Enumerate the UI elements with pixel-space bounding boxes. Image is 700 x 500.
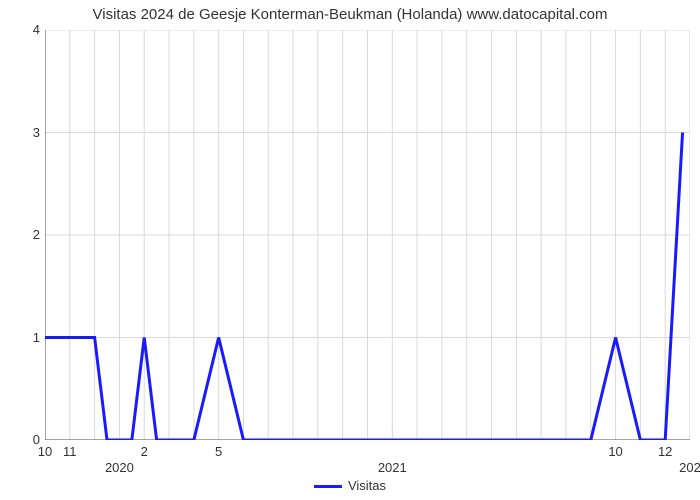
plot-svg xyxy=(45,30,690,440)
x-tick-label-year: 2020 xyxy=(94,460,144,475)
x-tick-label-month: 2 xyxy=(129,444,159,459)
x-tick-label-month: 12 xyxy=(650,444,680,459)
x-tick-label-month: 11 xyxy=(55,444,85,459)
y-tick-label: 1 xyxy=(25,330,40,345)
y-tick-label: 4 xyxy=(25,22,40,37)
y-tick-label: 3 xyxy=(25,125,40,140)
series-line xyxy=(45,133,683,441)
chart-title: Visitas 2024 de Geesje Konterman-Beukman… xyxy=(0,6,700,23)
x-tick-label-month: 10 xyxy=(601,444,631,459)
y-tick-label: 2 xyxy=(25,227,40,242)
x-tick-label-year: 202 xyxy=(665,460,700,475)
legend-line-icon xyxy=(314,485,342,488)
plot-area xyxy=(45,30,690,440)
x-tick-label-year: 2021 xyxy=(367,460,417,475)
legend-label: Visitas xyxy=(348,478,386,493)
x-tick-label-month: 5 xyxy=(204,444,234,459)
visitas-line-chart: Visitas 2024 de Geesje Konterman-Beukman… xyxy=(0,0,700,500)
chart-legend: Visitas xyxy=(0,478,700,493)
